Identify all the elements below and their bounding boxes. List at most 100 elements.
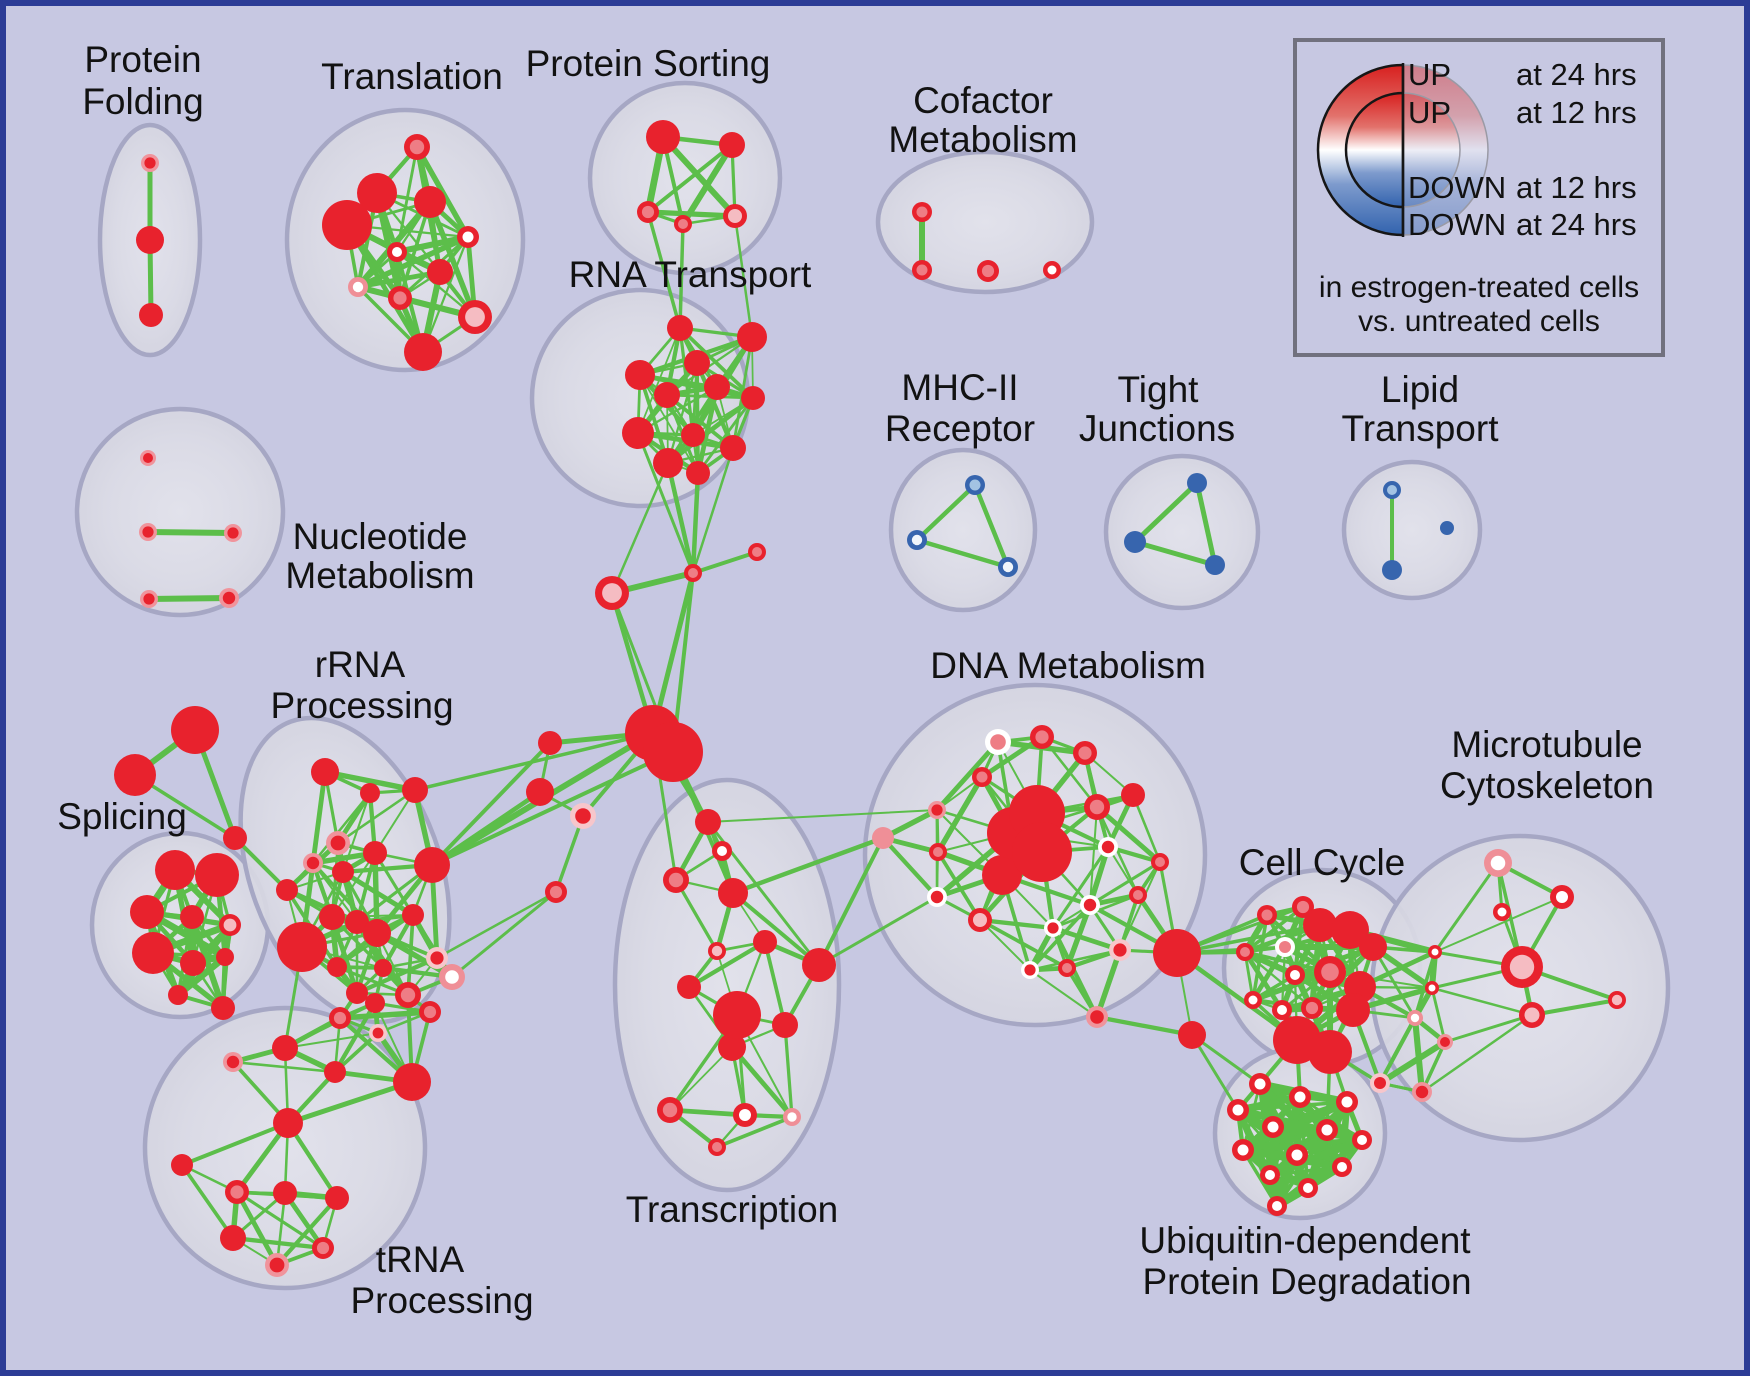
gene-node-backbone — [171, 706, 219, 754]
gene-node-cell-cycle — [1303, 908, 1337, 942]
edge-protein-sorting — [645, 209, 738, 219]
cluster-label-nucleotide-metabolism: Nucleotide — [293, 516, 468, 557]
edge-dna-metabolism — [977, 917, 1056, 931]
edge-tight-junctions — [1132, 480, 1200, 545]
gene-node-lipid-transport — [1382, 560, 1402, 580]
gene-node-core-ubiquitin-degradation — [1237, 1144, 1249, 1156]
gene-node-cell-cycle — [1331, 911, 1369, 949]
legend-timepoint: at 24 hrs — [1516, 207, 1637, 242]
gene-node-core-microtubule-cytoskeleton — [1611, 994, 1623, 1006]
edge-rrna-processing — [374, 930, 455, 980]
gene-node-transcription — [802, 948, 836, 982]
edge-rrna-processing — [340, 869, 416, 918]
gene-node-rrna-processing — [374, 959, 392, 977]
gene-node-core-microtubule-cytoskeleton — [1556, 891, 1568, 903]
cluster-bubble-cofactor-metabolism — [875, 149, 1095, 295]
edge-rna-transport — [666, 361, 699, 465]
gene-node-core-cell-cycle — [1277, 1005, 1287, 1015]
gene-node-core-microtubule-cytoskeleton — [1524, 1007, 1540, 1023]
cluster-label-trna-processing: tRNA — [376, 1239, 465, 1280]
edge-rrna-processing — [311, 791, 372, 865]
edge-backbone — [610, 461, 670, 595]
gene-node-core-mhc-ii-receptor — [969, 479, 981, 491]
gene-node-core-transcription — [739, 1109, 751, 1121]
gene-node-core-dna-metabolism — [973, 913, 987, 927]
edge-dna-metabolism — [1089, 806, 1098, 906]
gene-node-protein-sorting — [646, 120, 680, 154]
legend-timepoint: at 12 hrs — [1516, 170, 1637, 205]
gene-node-translation — [322, 200, 372, 250]
gene-node-rna-transport — [654, 382, 680, 408]
edge-transcription — [731, 891, 821, 967]
gene-node-core-protein-sorting — [728, 209, 742, 223]
edge-backbone — [665, 460, 696, 576]
cluster-bubble-mhc-ii-receptor — [888, 447, 1038, 613]
edge-translation — [355, 269, 443, 290]
gene-node-backbone — [643, 722, 703, 782]
edge-backbone — [285, 1079, 415, 1126]
gene-node-tight-junctions — [1205, 555, 1225, 575]
gene-node-core-ubiquitin-degradation — [1254, 1078, 1266, 1090]
gene-node-core-transcription — [712, 1142, 722, 1152]
gene-node-rrna-processing — [277, 922, 327, 972]
edge-rna-transport — [678, 326, 755, 400]
cluster-bubble-trna-processing — [142, 1005, 428, 1291]
legend-direction: DOWN — [1408, 170, 1506, 205]
edge-dna-metabolism — [1051, 845, 1110, 930]
cluster-label-lipid-transport: Transport — [1342, 408, 1500, 449]
cluster-label-translation: Translation — [321, 56, 503, 97]
edge-transcription — [669, 1046, 733, 1111]
gene-node-core-lipid-transport — [1387, 485, 1397, 495]
gene-node-tight-junctions — [1187, 473, 1207, 493]
gene-node-rrna-processing — [311, 758, 339, 786]
gene-node-protein-sorting — [719, 132, 745, 158]
edge-backbone — [233, 836, 289, 892]
gene-node-rna-transport — [704, 374, 730, 400]
cluster-label-microtubule-cytoskeleton: Microtubule — [1451, 724, 1642, 765]
gene-node-core-transcription — [668, 872, 684, 888]
gene-node-tight-junctions — [1124, 531, 1146, 553]
gene-node-protein-folding — [136, 226, 164, 254]
gene-node-core-cell-cycle — [1290, 970, 1300, 980]
cluster-label-ubiquitin-degradation: Protein Degradation — [1142, 1261, 1471, 1302]
gene-node-core-cofactor-metabolism — [916, 264, 928, 276]
cluster-label-tight-junctions: Junctions — [1079, 408, 1235, 449]
edge-nucleotide-metabolism — [145, 529, 236, 536]
gene-node-core-cell-cycle — [1431, 948, 1439, 956]
cluster-label-dna-metabolism: DNA Metabolism — [930, 645, 1206, 686]
edge-protein-sorting — [646, 143, 734, 214]
gene-node-core-protein-sorting — [678, 219, 688, 229]
cluster-label-cofactor-metabolism: Metabolism — [888, 119, 1077, 160]
legend-direction: DOWN — [1408, 207, 1506, 242]
edge-backbone — [730, 835, 886, 896]
gene-node-cell-cycle — [1336, 993, 1370, 1027]
gene-node-lipid-transport — [1440, 521, 1454, 535]
gene-node-transcription — [718, 878, 748, 908]
gene-node-trna-processing — [393, 1063, 431, 1101]
gene-node-core-nucleotide-metabolism — [143, 593, 155, 605]
cluster-label-tight-junctions: Tight — [1118, 369, 1200, 410]
edge-backbone — [691, 446, 735, 575]
edge-dna-metabolism — [1087, 844, 1111, 908]
gene-node-rrna-processing — [332, 861, 354, 883]
gene-node-core-dna-metabolism — [1078, 746, 1092, 760]
gene-node-core-microtubule-cytoskeleton — [1497, 907, 1507, 917]
gene-node-core-ubiquitin-degradation — [1265, 1170, 1275, 1180]
edge-trna-processing — [231, 1060, 337, 1074]
gene-node-rna-transport — [653, 448, 683, 478]
legend: UP at 24 hrs UP at 12 hrs DOWN at 12 hrs DOWN a… — [1293, 38, 1665, 357]
edge-trna-processing — [283, 1001, 377, 1050]
edge-dna-metabolism — [979, 734, 1045, 780]
legend-direction: UP — [1408, 95, 1451, 130]
gene-node-core-cofactor-metabolism — [1047, 265, 1057, 275]
gene-node-backbone — [526, 778, 554, 806]
gene-node-core-translation — [393, 291, 407, 305]
cluster-label-rna-transport: RNA Transport — [569, 254, 812, 295]
gene-node-transcription — [753, 930, 777, 954]
gene-node-core-translation — [352, 281, 364, 293]
edge-cell-cycle — [1411, 1014, 1426, 1096]
edge-transcription — [763, 940, 787, 1027]
